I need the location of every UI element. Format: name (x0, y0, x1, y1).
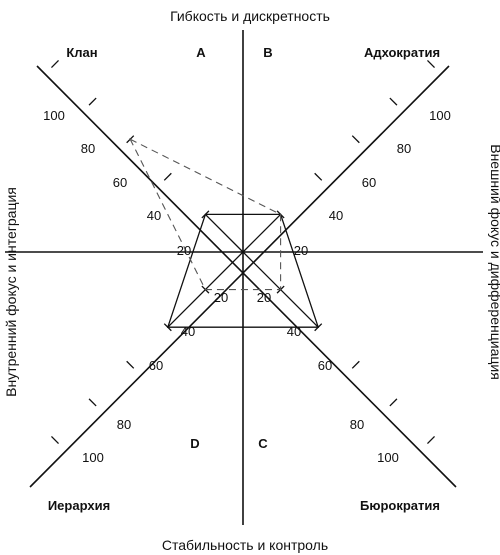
diagonal-axis-klan-burokratiya (36, 65, 457, 488)
tick-mark (427, 436, 435, 444)
tick-mark (351, 360, 360, 369)
tick-mark (389, 97, 398, 106)
scale-label-ll-20: 20 (214, 290, 228, 305)
scale-label-ll-40: 40 (181, 324, 195, 339)
scale-label-ll-100: 100 (82, 450, 104, 465)
axis-title-left: Внутренний фокус и интеграция (3, 187, 19, 397)
scale-label-lr-80: 80 (350, 417, 364, 432)
solid-profile-spoke (242, 213, 282, 253)
scale-label-ur-80: 80 (397, 141, 411, 156)
quadrant-letter-d: D (190, 436, 199, 451)
tick-mark (126, 360, 135, 369)
tick-mark (51, 436, 59, 444)
tick-mark (351, 135, 360, 144)
quadrant-letter-a: A (196, 45, 206, 60)
scale-label-ur-40: 40 (329, 208, 343, 223)
quadrant-klan: Клан (66, 45, 97, 60)
quadrant-letter-c: C (258, 436, 268, 451)
axis-title-right: Внешний фокус и дифференциация (488, 144, 500, 380)
solid-profile-spoke (204, 213, 244, 253)
axis-title-bottom: Стабильность и контроль (162, 537, 328, 553)
scale-label-ul-20: 20 (177, 243, 191, 258)
scale-label-lr-20: 20 (257, 290, 271, 305)
scale-label-ll-60: 60 (149, 358, 163, 373)
diagonal-axis-adhokratiya-ierarhiya (29, 65, 450, 488)
scale-label-lr-40: 40 (287, 324, 301, 339)
quadrant-ierarhiya: Иерархия (48, 498, 110, 513)
tick-mark (51, 60, 59, 68)
quadrant-adhokratiya: Адхократия (364, 45, 440, 60)
axis-title-top: Гибкость и дискретность (170, 8, 330, 24)
tick-mark (314, 172, 323, 181)
tick-mark (88, 97, 97, 106)
scale-label-ur-100: 100 (429, 108, 451, 123)
scale-label-ul-40: 40 (147, 208, 161, 223)
quadrant-letter-b: B (263, 45, 272, 60)
tick-mark (88, 398, 97, 407)
scale-label-lr-100: 100 (377, 450, 399, 465)
tick-mark (427, 60, 435, 68)
tick-mark (389, 398, 398, 407)
scale-label-ll-80: 80 (117, 417, 131, 432)
tick-mark (163, 172, 172, 181)
scale-label-ur-60: 60 (362, 175, 376, 190)
scale-label-ul-80: 80 (81, 141, 95, 156)
scale-label-ul-60: 60 (113, 175, 127, 190)
quadrant-burokratiya: Бюрократия (360, 498, 440, 513)
scale-label-lr-60: 60 (318, 358, 332, 373)
scale-label-ur-20: 20 (294, 243, 308, 258)
dashed-profile-polygon (128, 137, 282, 291)
scale-label-ul-100: 100 (43, 108, 65, 123)
